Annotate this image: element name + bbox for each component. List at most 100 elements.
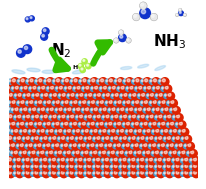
Circle shape [156,163,164,171]
Circle shape [134,100,139,105]
Circle shape [163,113,170,121]
Circle shape [80,164,85,169]
Circle shape [54,134,62,142]
Circle shape [127,143,132,148]
Circle shape [61,123,63,125]
Circle shape [183,157,190,165]
Circle shape [127,165,132,170]
Circle shape [19,115,24,119]
Circle shape [70,136,71,138]
Circle shape [134,137,136,139]
Circle shape [131,115,133,117]
Circle shape [118,150,123,155]
Circle shape [29,129,32,132]
Circle shape [10,151,15,156]
Circle shape [34,135,41,143]
Circle shape [79,80,81,82]
Circle shape [184,171,187,174]
Circle shape [51,122,56,127]
Circle shape [69,135,77,143]
Circle shape [174,170,181,178]
Circle shape [10,142,18,150]
Circle shape [186,142,193,150]
Circle shape [36,151,41,156]
Circle shape [164,164,166,167]
Circle shape [125,84,133,92]
Circle shape [18,150,20,153]
Circle shape [83,137,88,142]
Circle shape [165,122,170,127]
Circle shape [101,166,103,167]
Circle shape [108,100,110,102]
Circle shape [46,115,51,119]
Circle shape [44,115,46,117]
Circle shape [81,113,89,120]
Circle shape [26,136,29,139]
Circle shape [173,121,176,124]
Circle shape [99,93,104,98]
Circle shape [138,93,141,96]
Circle shape [119,166,121,167]
Circle shape [135,122,138,125]
Circle shape [101,171,105,176]
Circle shape [128,106,136,114]
Circle shape [8,86,13,91]
Circle shape [99,122,101,124]
Circle shape [119,137,121,139]
Circle shape [108,129,111,132]
Circle shape [114,92,118,97]
Circle shape [99,135,102,138]
Circle shape [188,171,193,176]
Circle shape [95,149,103,156]
Circle shape [129,129,132,132]
Circle shape [55,100,60,105]
Circle shape [178,165,179,167]
Circle shape [21,92,24,95]
Circle shape [64,150,67,153]
Circle shape [32,144,33,146]
Circle shape [116,84,124,92]
Circle shape [13,150,18,155]
Circle shape [66,163,73,170]
Circle shape [14,85,22,93]
Circle shape [40,94,45,98]
Circle shape [22,137,27,142]
Circle shape [139,157,144,162]
Circle shape [96,150,99,153]
Circle shape [163,151,165,153]
Circle shape [128,122,130,124]
Circle shape [178,150,181,153]
Circle shape [78,149,85,156]
Circle shape [139,122,144,127]
Circle shape [122,127,129,135]
Circle shape [78,136,83,140]
Circle shape [122,114,130,122]
Circle shape [81,108,86,113]
Circle shape [119,135,126,142]
Circle shape [114,143,117,146]
Circle shape [16,142,24,149]
Circle shape [41,33,47,40]
Circle shape [102,129,104,131]
Circle shape [110,85,118,93]
Circle shape [43,99,51,106]
Circle shape [108,87,110,89]
Circle shape [107,121,115,129]
Circle shape [133,121,138,126]
Circle shape [163,85,171,93]
Circle shape [31,141,39,149]
Circle shape [104,145,106,146]
Circle shape [73,109,75,111]
Circle shape [143,87,145,89]
Circle shape [88,101,89,103]
Circle shape [94,136,96,139]
Circle shape [138,114,141,117]
Circle shape [34,120,42,128]
Circle shape [90,165,92,167]
Circle shape [24,46,28,50]
Circle shape [48,135,56,142]
Circle shape [47,143,49,146]
Circle shape [37,115,42,119]
Circle shape [18,93,21,96]
Circle shape [160,143,162,145]
